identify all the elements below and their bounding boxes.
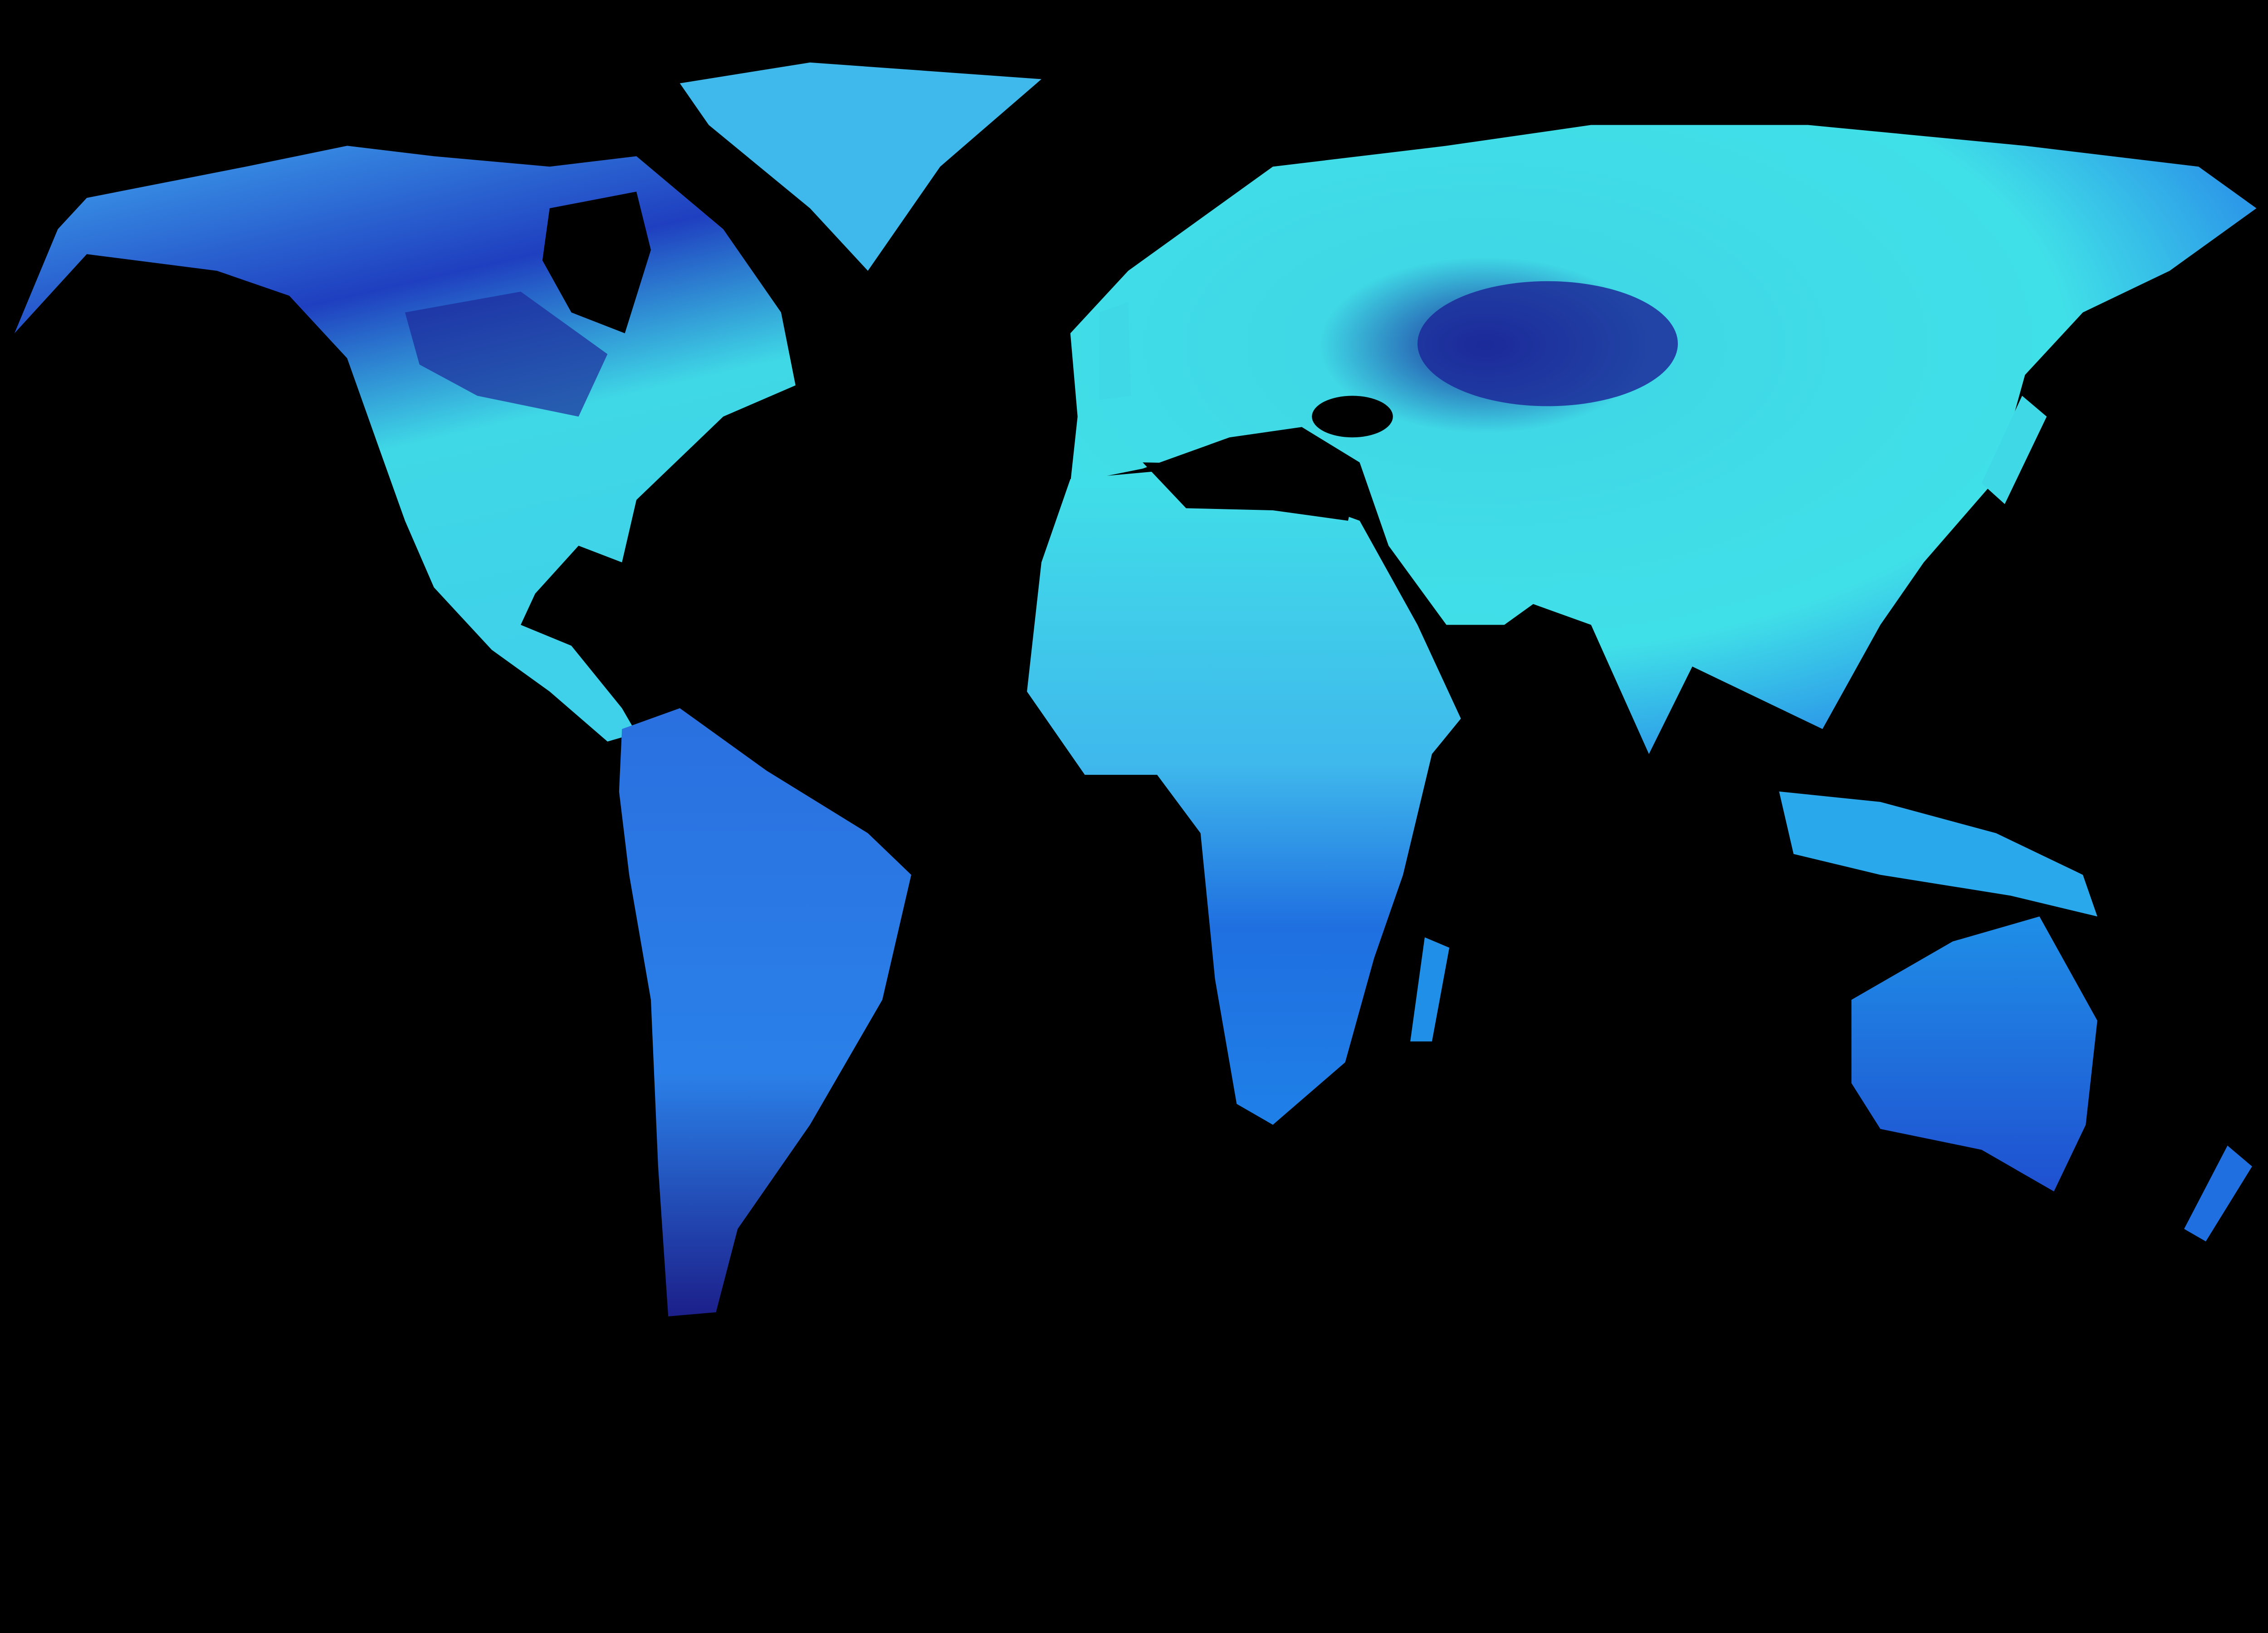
british-isles xyxy=(1099,302,1131,400)
south-america xyxy=(619,708,911,1317)
new-zealand xyxy=(2184,1145,2252,1242)
siberia-dark-region xyxy=(1418,281,1678,406)
great-lakes-dark-region xyxy=(405,291,608,417)
north-america xyxy=(14,146,796,742)
mediterranean-sea xyxy=(1143,462,1360,521)
greenland xyxy=(679,62,1041,271)
japan xyxy=(1981,396,2047,504)
madagascar xyxy=(1410,937,1450,1041)
maritime-southeast-asia xyxy=(1779,791,2097,917)
hudson-bay xyxy=(542,191,651,333)
australia xyxy=(1851,916,2097,1192)
black-sea xyxy=(1312,396,1393,438)
africa xyxy=(1027,469,1461,1125)
eurasia xyxy=(1070,125,2257,754)
